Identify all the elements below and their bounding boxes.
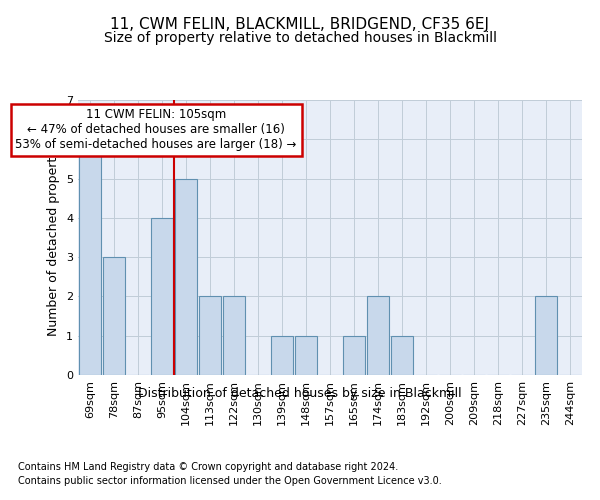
Text: 11 CWM FELIN: 105sqm
← 47% of detached houses are smaller (16)
53% of semi-detac: 11 CWM FELIN: 105sqm ← 47% of detached h…: [16, 108, 297, 151]
Bar: [151, 218, 173, 375]
Bar: [79, 140, 101, 375]
Text: Size of property relative to detached houses in Blackmill: Size of property relative to detached ho…: [104, 31, 497, 45]
Bar: [343, 336, 365, 375]
Text: Contains HM Land Registry data © Crown copyright and database right 2024.: Contains HM Land Registry data © Crown c…: [18, 462, 398, 472]
Bar: [175, 178, 197, 375]
Bar: [391, 336, 413, 375]
Bar: [271, 336, 293, 375]
Y-axis label: Number of detached properties: Number of detached properties: [47, 139, 61, 336]
Text: Contains public sector information licensed under the Open Government Licence v3: Contains public sector information licen…: [18, 476, 442, 486]
Text: Distribution of detached houses by size in Blackmill: Distribution of detached houses by size …: [138, 388, 462, 400]
Text: 11, CWM FELIN, BLACKMILL, BRIDGEND, CF35 6EJ: 11, CWM FELIN, BLACKMILL, BRIDGEND, CF35…: [110, 18, 490, 32]
Bar: [535, 296, 557, 375]
Bar: [103, 257, 125, 375]
Bar: [295, 336, 317, 375]
Bar: [367, 296, 389, 375]
Bar: [199, 296, 221, 375]
Bar: [223, 296, 245, 375]
